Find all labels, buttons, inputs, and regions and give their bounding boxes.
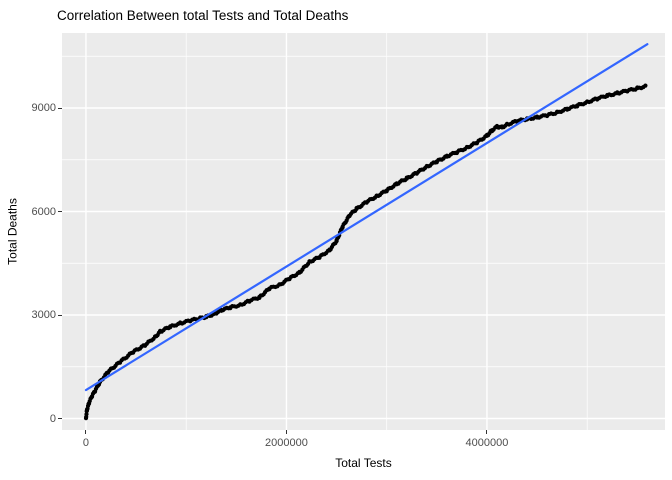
y-tick-label: 6000 xyxy=(31,205,56,218)
chart-title: Correlation Between total Tests and Tota… xyxy=(57,8,349,23)
y-tick-label: 0 xyxy=(49,412,56,425)
data-point xyxy=(84,412,89,417)
y-tick-label: 9000 xyxy=(31,102,56,114)
y-tick-mark xyxy=(58,107,62,109)
plot-panel xyxy=(62,33,665,430)
x-tick-label: 4000000 xyxy=(465,437,509,449)
scatter-points xyxy=(83,83,648,421)
y-tick-mark xyxy=(58,314,62,316)
x-tick-mark xyxy=(486,430,488,434)
x-tick-mark xyxy=(85,430,87,434)
data-point xyxy=(643,83,648,88)
y-tick-label: 3000 xyxy=(31,309,56,321)
x-tick-label: 2000000 xyxy=(265,437,308,449)
y-tick-mark xyxy=(58,211,62,212)
x-axis-title: Total Tests xyxy=(335,456,392,470)
regression-line xyxy=(84,43,649,392)
y-tick-mark xyxy=(58,418,62,419)
x-tick-label: 0 xyxy=(82,437,90,449)
x-tick-mark xyxy=(285,430,287,434)
y-axis-title: Total Deaths xyxy=(5,197,20,265)
chart-canvas xyxy=(62,33,665,430)
